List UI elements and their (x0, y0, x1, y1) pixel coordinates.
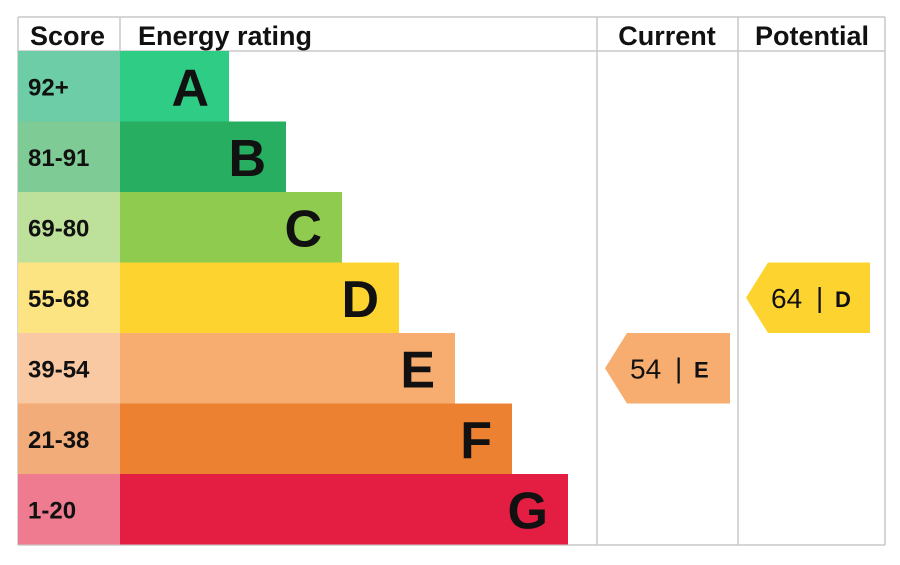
band-row-b: 81-91 B (18, 121, 286, 192)
potential-rating-arrow-shape (746, 262, 870, 333)
rating-bands: 92+ A 81-91 B 69-80 C 55-68 D 39-54 E 21-38 F 1-20 G (18, 51, 568, 545)
current-rating-arrow-value: 54 (630, 353, 661, 384)
band-row-a: 92+ A (18, 51, 229, 122)
band-letter: A (171, 59, 209, 117)
band-letter: E (400, 341, 435, 399)
column-headers: Score Energy rating Current Potential (30, 21, 869, 51)
potential-rating-arrow: 64 | D (746, 262, 870, 333)
score-label: 69-80 (28, 215, 89, 242)
header-energy-rating: Energy rating (138, 21, 312, 51)
score-label: 92+ (28, 74, 69, 101)
score-label: 81-91 (28, 145, 89, 172)
score-cell (18, 474, 120, 545)
band-bar (120, 192, 342, 263)
band-row-f: 21-38 F (18, 403, 512, 474)
potential-rating-arrow-value: 64 (771, 283, 802, 314)
rating-arrows: 54 | E 64 | D (605, 262, 870, 404)
score-cell (18, 121, 120, 192)
band-letter: D (341, 271, 379, 329)
band-bar (120, 51, 229, 122)
band-letter: F (460, 412, 492, 470)
current-rating-arrow-band: E (694, 357, 709, 382)
score-cell (18, 262, 120, 333)
score-cell (18, 403, 120, 474)
header-current: Current (618, 21, 716, 51)
current-rating-arrow: 54 | E (605, 333, 730, 404)
band-bar (120, 121, 286, 192)
band-row-e: 39-54 E (18, 333, 455, 404)
band-bar (120, 333, 455, 404)
potential-rating-arrow-separator: | (816, 282, 823, 313)
score-cell (18, 51, 120, 122)
band-row-c: 69-80 C (18, 192, 342, 263)
header-score: Score (30, 21, 105, 51)
band-letter: G (508, 482, 548, 540)
header-potential: Potential (755, 21, 869, 51)
score-cell (18, 333, 120, 404)
band-bar (120, 403, 512, 474)
band-row-d: 55-68 D (18, 262, 399, 333)
score-label: 21-38 (28, 427, 89, 454)
score-label: 55-68 (28, 286, 89, 313)
band-row-g: 1-20 G (18, 474, 568, 545)
band-letter: B (228, 130, 266, 188)
potential-rating-arrow-band: D (835, 287, 851, 312)
score-label: 39-54 (28, 356, 90, 383)
current-rating-arrow-shape (605, 333, 730, 404)
band-bar (120, 474, 568, 545)
current-rating-arrow-separator: | (675, 352, 682, 383)
band-letter: C (284, 200, 322, 258)
band-bar (120, 262, 399, 333)
score-cell (18, 192, 120, 263)
score-label: 1-20 (28, 497, 76, 524)
